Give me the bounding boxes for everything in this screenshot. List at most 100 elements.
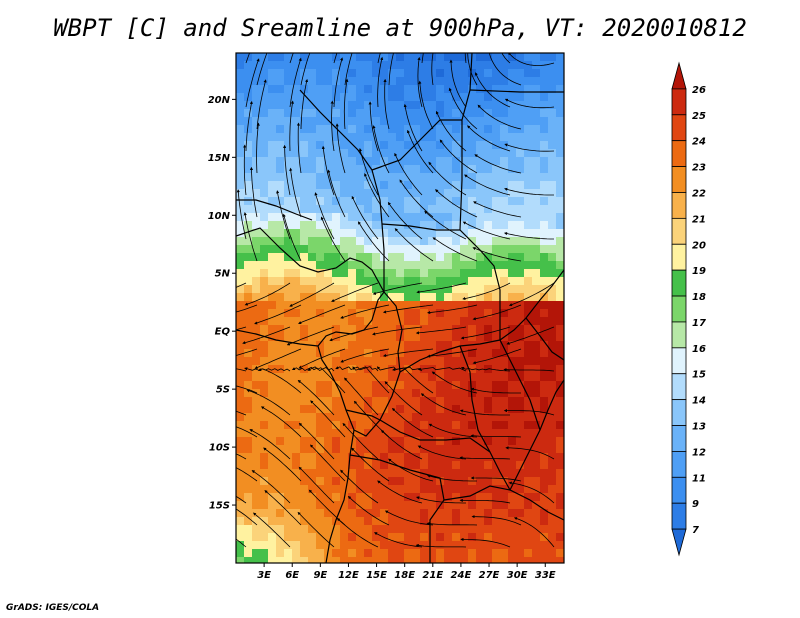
field-cell	[540, 197, 549, 206]
colorbar-swatch	[671, 295, 687, 323]
field-cell	[284, 101, 293, 110]
field-cell	[500, 165, 509, 174]
field-cell	[348, 101, 357, 110]
field-cell	[340, 365, 349, 374]
field-cell	[300, 285, 309, 294]
colorbar-label: 7	[692, 525, 699, 536]
field-cell	[284, 221, 293, 230]
field-cell	[380, 437, 389, 446]
field-cell	[252, 69, 261, 78]
field-cell	[308, 533, 317, 542]
field-cell	[364, 189, 373, 198]
field-cell	[396, 389, 405, 398]
streamline	[427, 304, 478, 315]
field-cell	[404, 109, 413, 118]
field-cell	[284, 261, 293, 270]
field-cell	[308, 237, 317, 246]
field-cell	[364, 309, 373, 318]
field-cell	[308, 133, 317, 142]
field-cell	[476, 237, 485, 246]
field-cell	[540, 125, 549, 134]
field-cell	[548, 381, 557, 390]
field-cell	[492, 253, 501, 262]
field-cell	[468, 541, 477, 550]
field-cell	[260, 437, 269, 446]
lon-tick-label: 12E	[338, 570, 359, 581]
field-cell	[460, 85, 469, 94]
field-cell	[324, 189, 333, 198]
field-cell	[356, 213, 365, 222]
field-cell	[516, 325, 525, 334]
field-cell	[556, 213, 564, 222]
field-cell	[388, 133, 397, 142]
field-cell	[252, 181, 261, 190]
field-cell	[236, 421, 245, 430]
field-cell	[332, 69, 341, 78]
field-cell	[348, 389, 357, 398]
field-cell	[292, 429, 301, 438]
field-cell	[396, 141, 405, 150]
field-cell	[372, 101, 381, 110]
field-cell	[508, 533, 517, 542]
field-cell	[236, 261, 245, 270]
field-cell	[308, 397, 317, 406]
streamline	[289, 282, 335, 307]
field-cell	[468, 461, 477, 470]
field-cell	[444, 245, 453, 254]
field-cell	[468, 69, 477, 78]
field-cell	[540, 157, 549, 166]
field-cell	[452, 213, 461, 222]
field-cell	[316, 445, 325, 454]
field-cell	[316, 477, 325, 486]
field-cell	[532, 245, 541, 254]
field-cell	[516, 445, 525, 454]
field-cell	[324, 301, 333, 310]
field-cell	[452, 429, 461, 438]
field-cell	[524, 277, 533, 286]
field-cell	[284, 149, 293, 158]
field-cell	[324, 125, 333, 134]
field-cell	[260, 117, 269, 126]
field-cell	[244, 389, 253, 398]
field-cell	[316, 509, 325, 518]
field-cell	[460, 533, 469, 542]
field-cell	[436, 69, 445, 78]
field-cell	[444, 101, 453, 110]
field-cell	[428, 501, 437, 510]
field-cell	[548, 293, 557, 302]
field-cell	[548, 557, 557, 563]
field-cell	[484, 397, 493, 406]
field-cell	[428, 109, 437, 118]
field-cell	[508, 53, 517, 62]
streamline	[300, 78, 309, 130]
field-cell	[428, 461, 437, 470]
field-cell	[356, 157, 365, 166]
field-cell	[236, 237, 245, 246]
field-cell	[332, 165, 341, 174]
field-cell	[524, 173, 533, 182]
field-cell	[340, 269, 349, 278]
field-cell	[460, 469, 469, 478]
field-cell	[388, 309, 397, 318]
field-cell	[436, 213, 445, 222]
field-cell	[340, 501, 349, 510]
field-cell	[396, 509, 405, 518]
field-cell	[412, 485, 421, 494]
field-cell	[484, 237, 493, 246]
field-cell	[356, 509, 365, 518]
field-cell	[284, 301, 293, 310]
field-cell	[484, 453, 493, 462]
field-cell	[244, 237, 253, 246]
field-cell	[276, 149, 285, 158]
field-cell	[492, 53, 501, 62]
field-cell	[276, 477, 285, 486]
field-cell	[356, 229, 365, 238]
field-cell	[332, 525, 341, 534]
field-cell	[260, 229, 269, 238]
field-cell	[412, 525, 421, 534]
field-cell	[356, 445, 365, 454]
field-cell	[340, 277, 349, 286]
field-cell	[444, 181, 453, 190]
field-cell	[476, 69, 485, 78]
field-cell	[420, 141, 429, 150]
